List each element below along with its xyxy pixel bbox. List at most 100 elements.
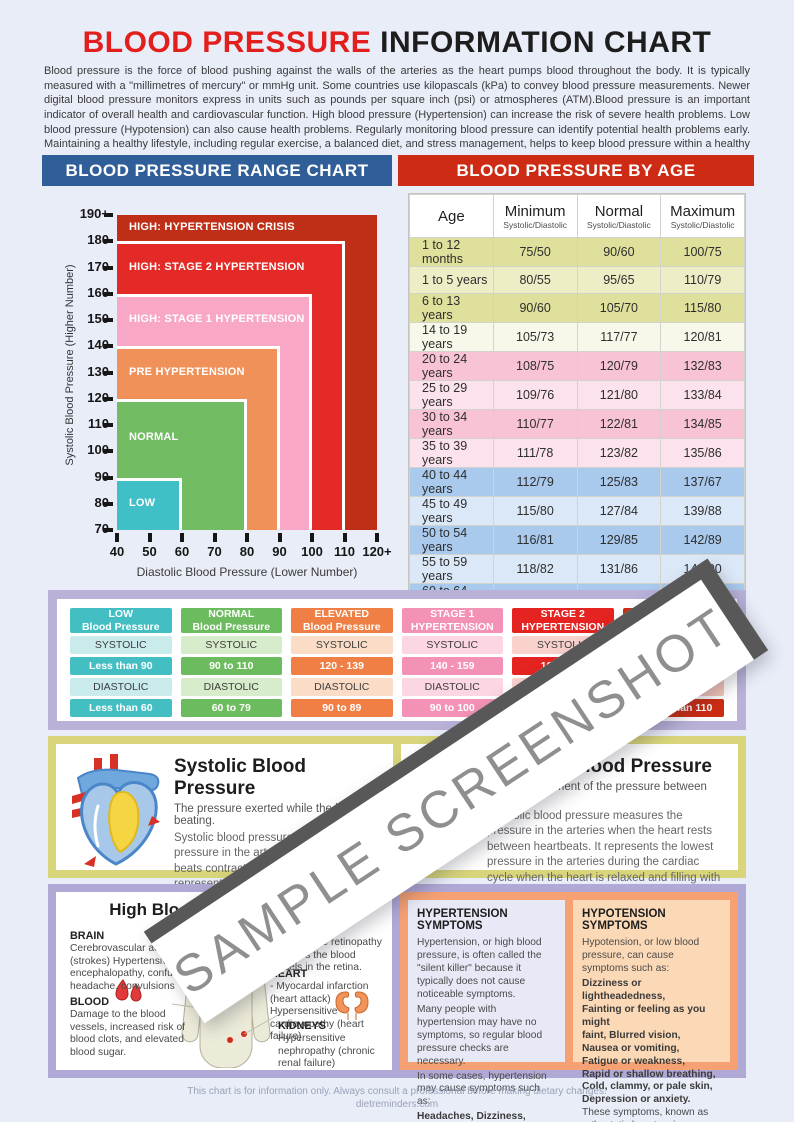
age-table-body: 1 to 12 months 75/50 90/60 100/75 1 to 5 yea… [409,237,745,613]
column-label: Maximum [670,202,736,220]
y-tick [104,423,113,427]
y-tick-label: 180 [87,232,109,248]
value-cell: 115/80 [660,293,745,323]
value-cell: 116/81 [492,525,578,555]
x-tick-label: 100 [301,544,323,559]
hypotension-heading: HYPOTENSION SYMPTOMS [582,908,666,932]
column-sublabel: Systolic/Diastolic [503,219,568,230]
y-tick-label: 100 [87,442,109,458]
age-cell: 45 to 49 years [409,496,494,526]
value-cell: 129/85 [576,525,662,555]
age-cell: 30 to 34 years [409,409,494,439]
y-tick [104,475,113,480]
x-tick [212,533,217,542]
value-cell: 105/73 [492,322,578,352]
effect-item-kidneys: KIDNEYS Hypersensitive nephropathy (chron… [278,1020,388,1071]
y-tick-label: 90 [94,468,109,484]
x-tick-label: 40 [109,544,125,559]
x-tick-label: 90 [272,544,287,559]
value-cell: 134/85 [660,409,745,439]
x-tick-label: 60 [174,544,190,559]
symptom-line: Rapid or shallow breathing, [582,1068,716,1080]
category-header: ELEVATED Blood Pressure [291,608,393,634]
symptom-line: Headaches, Dizziness, [417,1111,526,1122]
value-cell: 131/86 [576,554,662,584]
age-table-column-header: Maximum Systolic/Diastolic [660,194,745,238]
table-row: 14 to 19 years 105/73 117/77 120/81 [409,322,745,352]
y-tick [104,396,113,401]
range-zone-label: PRE HYPERTENSION [129,365,245,378]
x-tick [245,533,249,542]
value-cell: 125/83 [576,467,662,497]
value-cell: 137/67 [660,467,745,497]
diastolic-label: DIASTOLIC [180,678,282,697]
y-tick [104,265,113,270]
y-tick [104,370,113,375]
hypertension-heading: HYPERTENSION SYMPTOMS [417,908,508,932]
age-cell: 25 to 29 years [409,380,494,410]
hypotension-symptoms-panel: HYPOTENSION SYMPTOMS Hypotension, or low… [573,900,730,1122]
column-sublabel: Systolic/Diastolic [670,219,735,230]
symptoms-panel: HYPERTENSION SYMPTOMS Hypertension, or h… [400,892,738,1122]
diastolic-value: 60 to 79 [180,699,282,718]
value-cell: 112/79 [492,467,578,497]
value-cell: 90/60 [492,293,578,323]
table-row: 30 to 34 years 110/77 122/81 134/85 [409,409,745,439]
diastolic-value: Less than 60 [70,699,172,718]
x-tick [147,533,152,542]
table-row: 35 to 39 years 111/78 123/82 135/86 [409,438,745,468]
kidneys-icon [332,988,372,1027]
symptom-paragraph: In some cases, hypertension may cause sy… [417,1070,547,1108]
category-column: NORMAL Blood Pressure SYSTOLIC 90 to 110 DIA… [180,608,282,718]
y-tick-label: 170 [87,258,109,274]
x-tick-label: 120+ [362,544,392,559]
symptom-line: Nausea or vomiting, [582,1042,680,1054]
symptom-paragraph: Hypotension, or low blood pressure, can … [582,937,700,974]
column-label: Minimum [504,202,566,220]
y-tick [104,239,113,244]
category-column: LOW Blood Pressure SYSTOLIC Less than 90 DIA… [70,608,172,718]
range-zone-label: NORMAL [129,431,179,444]
value-cell: 75/50 [492,237,578,267]
page-title: BLOOD PRESSURE INFORMATION CHART [0,26,794,60]
diastolic-label: DIASTOLIC [70,678,172,697]
value-cell: 142/89 [660,525,745,555]
page-title-dark: INFORMATION CHART [371,26,712,59]
x-tick-label: 50 [142,544,157,559]
value-cell: 123/82 [576,438,662,468]
y-tick [104,449,113,454]
range-zone-label: LOW [129,496,156,509]
symptom-line: Dizziness or lightheadedness, [582,977,666,1002]
column-label: Normal [594,202,644,220]
systolic-label: SYSTOLIC [70,636,172,655]
age-table: Age Minimum Systolic/Diastolic Normal Systol… [408,193,746,614]
value-cell: 111/78 [492,438,578,468]
bottom-section: High Blood Pressure Effects [48,884,746,1122]
value-cell: 110/77 [492,409,578,439]
value-cell: 135/86 [660,438,745,468]
table-row: 1 to 5 years 80/55 95/65 110/79 [409,266,745,294]
value-cell: 105/70 [576,293,662,323]
category-header-line2: Blood Pressure [81,620,160,633]
x-tick-label: 80 [239,544,255,559]
table-row: 45 to 49 years 115/80 127/84 139/88 [409,496,745,526]
y-tick-label: 120 [87,389,109,405]
category-header: STAGE 2 HYPERTENSION [512,608,614,634]
column-sublabel: Systolic/Diastolic [586,219,651,230]
x-tick [342,533,347,542]
value-cell: 133/84 [660,380,745,410]
value-cell: 110/79 [660,266,745,294]
x-tick [115,533,119,542]
age-cell: 6 to 13 years [409,293,494,323]
x-tick-label: 110 [334,544,355,559]
symptom-line: Cold, clammy, or pale skin, [582,1081,713,1093]
value-cell: 118/82 [492,554,578,584]
effect-heading: BRAIN [70,930,105,942]
value-cell: 80/55 [492,266,578,294]
symptom-paragraph: Hypertension, or high blood pressure, is… [417,937,542,1000]
heart-anatomy-icon [64,752,168,875]
age-table-column-header: Age [409,194,494,238]
page-title-red: BLOOD PRESSURE [82,26,372,59]
range-chart-plot: Systolic Blood Pressure (Higher Number) … [64,206,392,579]
